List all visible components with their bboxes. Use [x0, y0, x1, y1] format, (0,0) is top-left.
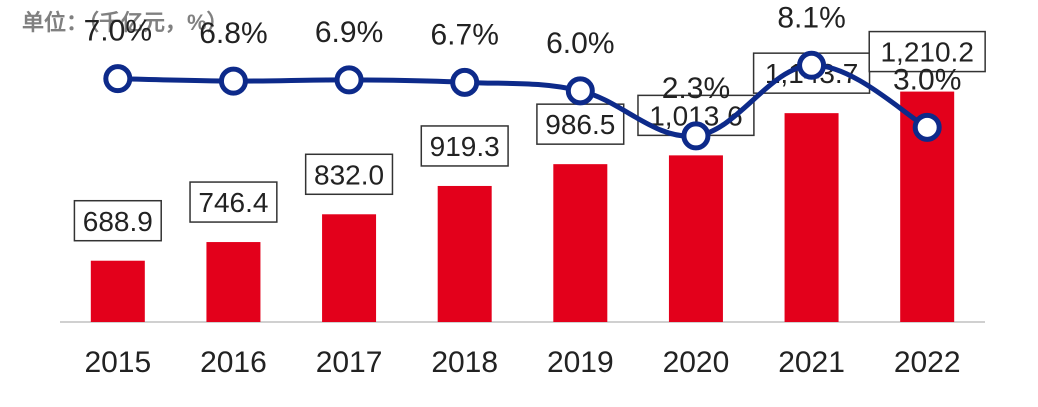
- growth-marker-2021: [797, 50, 827, 80]
- x-tick-2022: 2022: [894, 346, 961, 379]
- bar-label-2015: 688.9: [83, 206, 153, 237]
- growth-rate-markers: [103, 50, 942, 151]
- bar-2017: [322, 214, 377, 322]
- bar-2015: [90, 260, 145, 322]
- bar-label-2018: 919.3: [430, 131, 500, 162]
- growth-marker-2016: [218, 66, 248, 96]
- bar-label-box-2015: [73, 199, 162, 242]
- bar-label-box-2016: [189, 181, 278, 223]
- growth-label-2019: 6.0%: [546, 27, 614, 60]
- x-tick-2017: 2017: [316, 346, 383, 379]
- growth-label-2022: 3.0%: [893, 63, 961, 96]
- x-tick-2016: 2016: [200, 346, 267, 379]
- x-tick-2019: 2019: [547, 346, 614, 379]
- growth-label-2016: 6.8%: [199, 17, 267, 50]
- bar-2016: [206, 242, 261, 322]
- bar-2019: [553, 164, 608, 322]
- growth-label-2021: 8.1%: [777, 1, 845, 34]
- growth-marker-2017: [334, 65, 364, 95]
- growth-label-2017: 6.9%: [315, 16, 383, 49]
- bar-2021: [784, 113, 839, 322]
- bar-2020: [668, 155, 723, 322]
- bar-label-2016: 746.4: [198, 187, 268, 218]
- x-tick-labels: 2015 2016 2017 2018 2019 2020 2021 2022: [84, 346, 960, 379]
- growth-marker-2019: [565, 76, 595, 106]
- bar-label-2017: 832.0: [314, 159, 384, 190]
- growth-marker-2020: [681, 121, 711, 151]
- bar-label-2022: 1,210.2: [880, 37, 973, 68]
- growth-rate-labels: 7.0% 6.8% 6.9% 6.7% 6.0% 2.3% 8.1% 3.0%: [84, 1, 962, 105]
- bar-label-2019: 986.5: [545, 109, 615, 140]
- bar-series: [90, 91, 955, 322]
- x-tick-2020: 2020: [663, 346, 730, 379]
- growth-label-2020: 2.3%: [662, 72, 730, 105]
- bar-label-box-2022: [868, 30, 986, 73]
- growth-marker-2015: [103, 64, 133, 94]
- x-tick-2018: 2018: [431, 346, 498, 379]
- x-tick-2015: 2015: [84, 346, 151, 379]
- growth-marker-2018: [450, 67, 480, 97]
- unit-label: 单位：（千亿元，%）: [22, 10, 229, 35]
- bar-label-box-2019: [536, 103, 625, 145]
- growth-label-2018: 6.7%: [430, 18, 498, 51]
- bar-value-labels: 688.9746.4832.0919.3986.51,013.61,143.71…: [73, 30, 986, 242]
- bar-label-box-2018: [420, 125, 509, 167]
- bar-2018: [437, 185, 492, 322]
- growth-label-2015: 7.0%: [84, 15, 152, 48]
- x-tick-2021: 2021: [778, 346, 845, 379]
- bar-label-box-2017: [304, 153, 394, 196]
- growth-marker-2022: [912, 112, 942, 142]
